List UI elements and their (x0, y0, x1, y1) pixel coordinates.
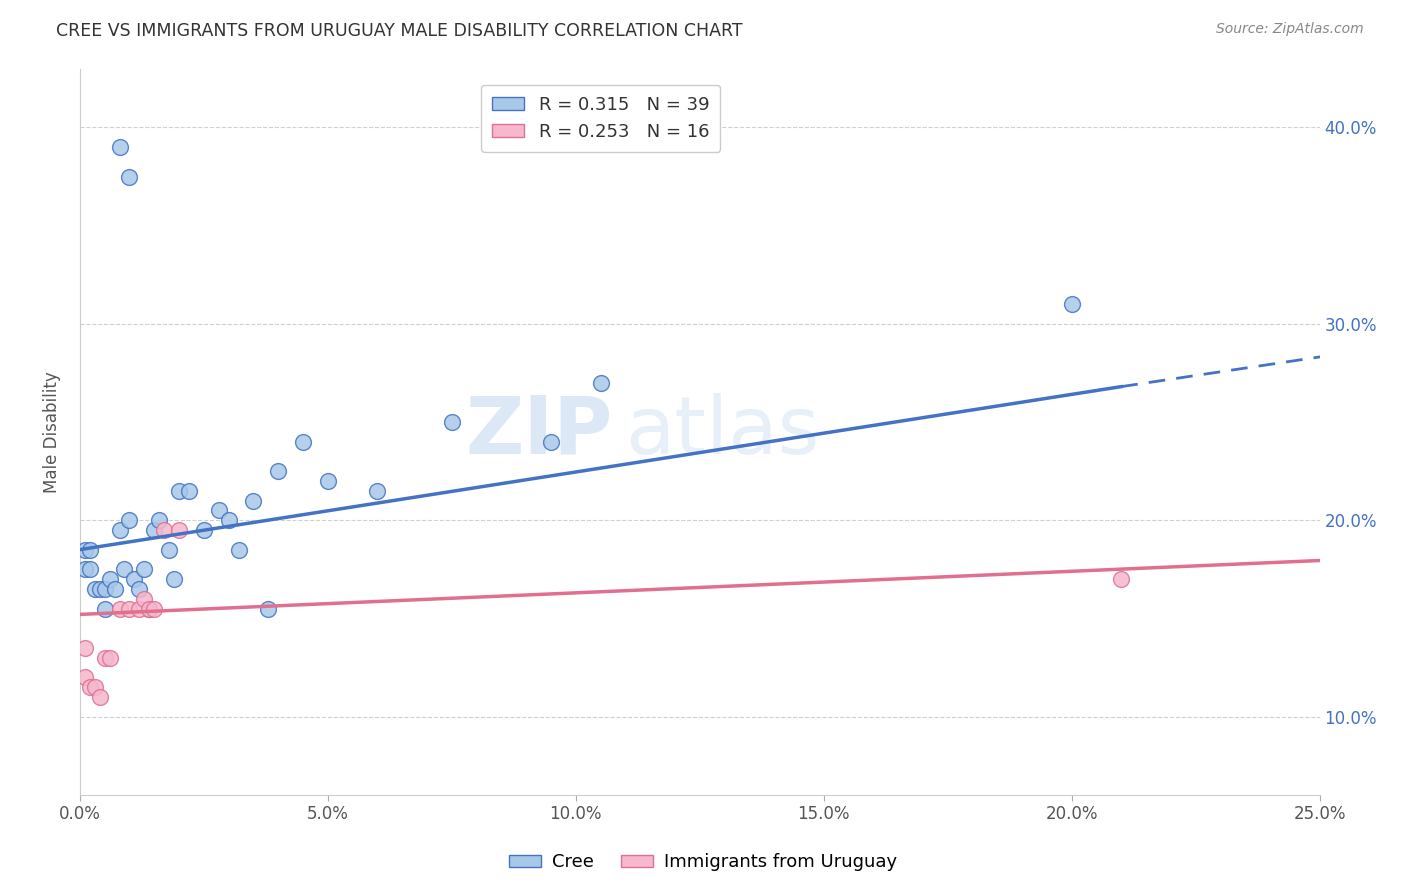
Point (257, 601, 280, 615)
Point (138, 601, 160, 615)
Text: Source: ZipAtlas.com: Source: ZipAtlas.com (1216, 22, 1364, 37)
Point (138, 601, 160, 615)
Point (79, 542, 101, 557)
Y-axis label: Male Disability: Male Disability (44, 371, 60, 492)
Point (143, 601, 166, 615)
Point (1060, 297, 1083, 311)
Point (108, 140, 131, 154)
Point (163, 572, 186, 586)
Point (108, 601, 131, 615)
Point (79, 680, 101, 694)
Point (83, 582, 105, 596)
Point (93, 650, 115, 665)
Point (167, 483, 190, 498)
Point (540, 434, 562, 449)
Point (118, 513, 141, 527)
Point (316, 474, 339, 488)
Legend: R = 0.315   N = 39, R = 0.253   N = 16: R = 0.315 N = 39, R = 0.253 N = 16 (481, 85, 720, 152)
Text: atlas: atlas (626, 392, 820, 471)
Point (93, 582, 115, 596)
Point (134, 562, 156, 576)
Point (440, 415, 463, 429)
Point (208, 503, 231, 517)
Point (79, 562, 101, 576)
Point (114, 562, 136, 576)
Point (124, 572, 146, 586)
Text: CREE VS IMMIGRANTS FROM URUGUAY MALE DISABILITY CORRELATION CHART: CREE VS IMMIGRANTS FROM URUGUAY MALE DIS… (56, 22, 742, 40)
Point (1109, 572, 1132, 586)
Point (366, 483, 388, 498)
Text: ZIP: ZIP (465, 392, 613, 471)
Point (103, 582, 125, 596)
Point (153, 523, 176, 537)
Point (118, 169, 141, 184)
Point (128, 582, 150, 596)
Point (73, 640, 96, 655)
Point (89, 690, 111, 704)
Point (292, 434, 315, 449)
Point (143, 523, 166, 537)
Point (83, 680, 105, 694)
Point (73, 670, 96, 684)
Point (73, 562, 96, 576)
Point (218, 513, 240, 527)
Point (98, 650, 121, 665)
Point (589, 376, 612, 390)
Point (73, 542, 96, 557)
Point (134, 591, 156, 606)
Point (128, 601, 150, 615)
Legend: Cree, Immigrants from Uruguay: Cree, Immigrants from Uruguay (502, 847, 904, 879)
Point (193, 523, 215, 537)
Point (98, 572, 121, 586)
Point (242, 493, 264, 508)
Point (167, 523, 190, 537)
Point (93, 601, 115, 615)
Point (157, 542, 180, 557)
Point (148, 513, 170, 527)
Point (108, 523, 131, 537)
Point (228, 542, 250, 557)
Point (177, 483, 200, 498)
Point (267, 464, 290, 478)
Point (118, 601, 141, 615)
Point (89, 582, 111, 596)
